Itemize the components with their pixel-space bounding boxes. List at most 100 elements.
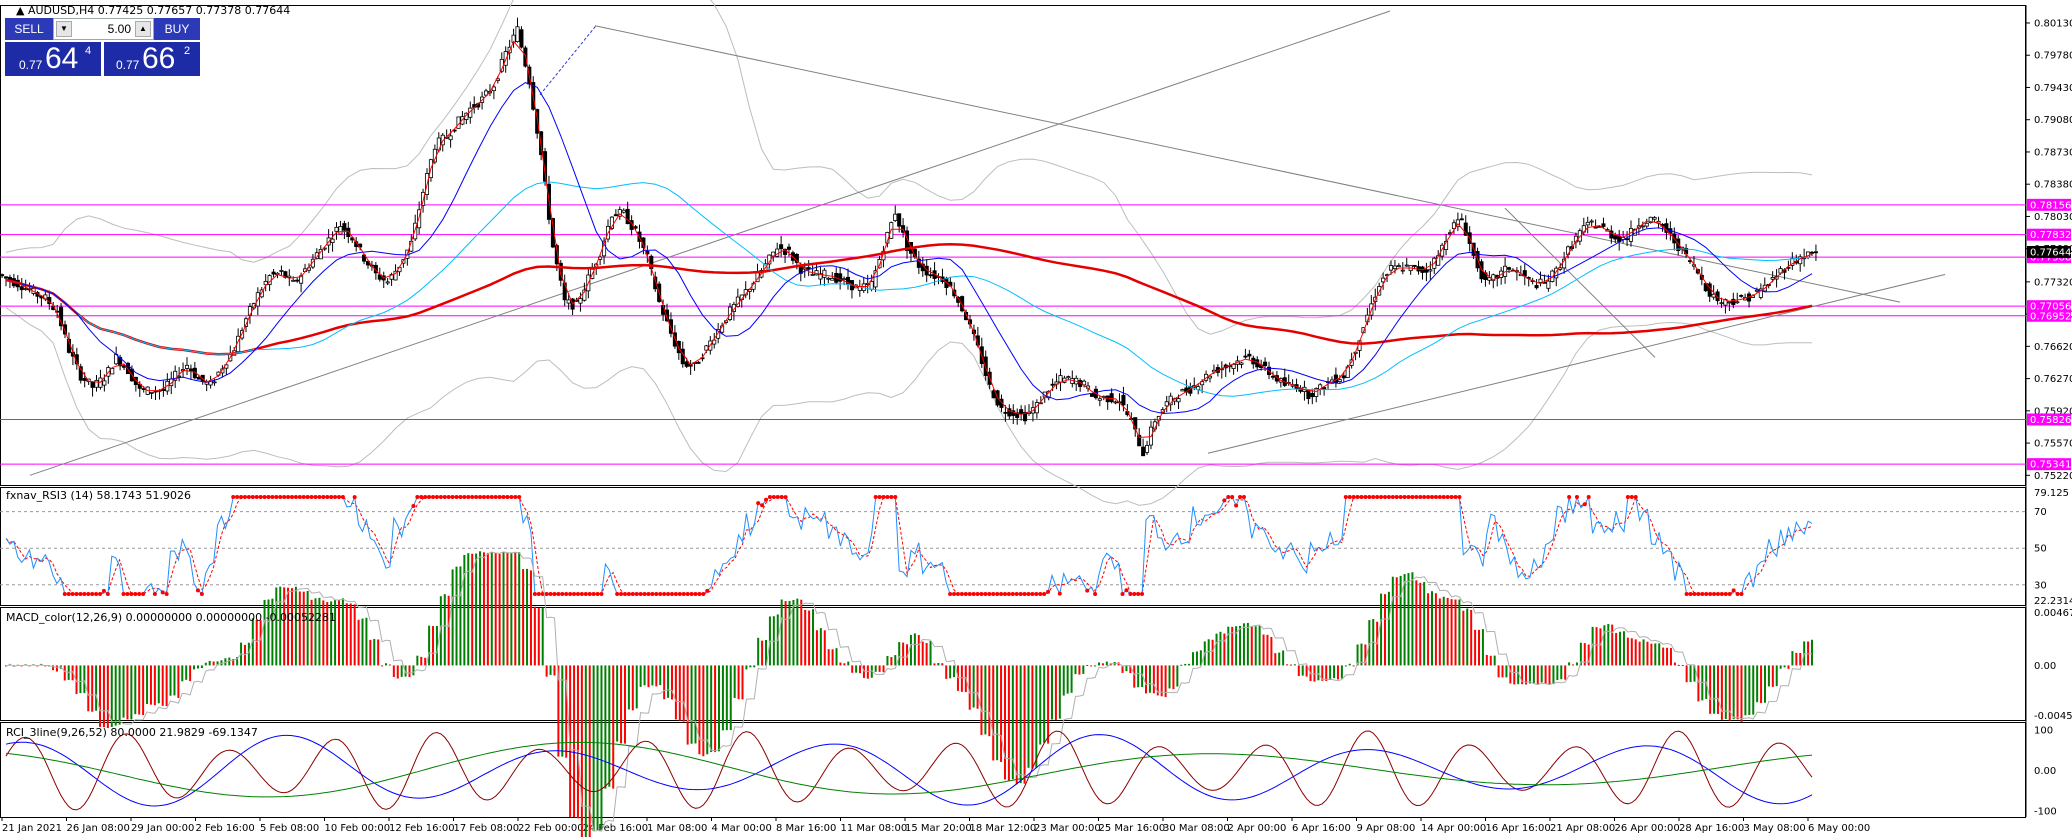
rsi-extreme-dot (1120, 591, 1125, 596)
macd-bar (1141, 665, 1144, 688)
candle-body (613, 214, 618, 217)
rsi-extreme-dot (673, 591, 678, 596)
time-axis-label: 2 Apr 00:00 (1228, 823, 1287, 834)
macd-bar (553, 665, 556, 676)
candle-body (519, 29, 524, 48)
candle-body (342, 223, 347, 231)
rsi-extreme-dot (301, 495, 306, 500)
rsi-extreme-dot (1363, 495, 1368, 500)
candle-body (1176, 398, 1181, 403)
current-price-label: 0.77644 (2030, 248, 2071, 259)
macd-bar (1720, 665, 1723, 720)
candle-body (1341, 375, 1346, 379)
rsi-extreme-dot (564, 591, 569, 596)
macd-bar (1771, 665, 1774, 687)
candle-body (566, 299, 571, 304)
macd-bar (365, 617, 368, 666)
macd-bar (1767, 665, 1770, 687)
macd-bar (1505, 665, 1508, 678)
macd-bar (522, 569, 525, 666)
candle-body (1011, 410, 1016, 416)
macd-bar (52, 665, 55, 671)
macd-bar (1575, 662, 1578, 666)
sell-button[interactable]: SELL (5, 18, 53, 40)
buy-button[interactable]: BUY (154, 18, 200, 40)
macd-bar (1787, 665, 1790, 669)
macd-bar (267, 599, 270, 666)
candle-body (1023, 412, 1028, 422)
macd-bar (330, 601, 333, 666)
macd-bar (1626, 637, 1629, 666)
macd-bar (1289, 664, 1292, 666)
macd-bar (706, 665, 709, 755)
rci-max-label: 100 (2034, 726, 2053, 737)
macd-bar (1336, 665, 1339, 680)
lots-increase-icon[interactable]: ▲ (135, 21, 151, 37)
collapse-triangle-icon[interactable]: ▲ (16, 4, 25, 17)
candle-body (956, 296, 961, 303)
rsi-extreme-dot (693, 591, 698, 596)
candle-body (653, 276, 658, 290)
macd-bar (866, 665, 869, 679)
macd-bar (424, 657, 427, 666)
rsi-extreme-dot (121, 591, 126, 596)
candle-body (362, 254, 367, 262)
candle-body (1428, 269, 1433, 272)
macd-bar (306, 590, 309, 666)
macd-bar (1434, 593, 1437, 666)
rsi-extreme-dot (470, 495, 475, 500)
rsi-extreme-dot (509, 495, 514, 500)
rsi-max-label: 79.125 (2034, 488, 2069, 499)
lots-field[interactable]: ▼ 5.00 ▲ (53, 18, 154, 40)
macd-bar (1517, 665, 1520, 685)
macd-bar (651, 665, 654, 686)
buy-price-box[interactable]: 0.77 66 2 (104, 42, 200, 76)
macd-bar (663, 665, 666, 700)
candle-body (928, 274, 933, 277)
macd-bar (1344, 665, 1347, 667)
rsi-extreme-dot (646, 591, 651, 596)
time-axis-label: 14 Apr 00:00 (1421, 823, 1486, 834)
rsi-extreme-dot (411, 503, 416, 508)
lots-input[interactable]: 5.00 (107, 22, 131, 36)
macd-bar (498, 553, 501, 666)
macd-bar (745, 665, 748, 670)
macd-bar (134, 665, 137, 715)
rsi-extreme-dot (1386, 495, 1391, 500)
macd-bar (1227, 626, 1230, 666)
rsi-extreme-dot (654, 591, 659, 596)
lots-decrease-icon[interactable]: ▼ (56, 21, 72, 37)
macd-bar (772, 616, 775, 666)
macd-bar (1415, 580, 1418, 666)
macd-bar (1579, 642, 1582, 666)
candle-body (786, 246, 792, 250)
horizontal-level-tag (2027, 309, 2071, 322)
rsi-extreme-dot (1375, 495, 1380, 500)
macd-bar (882, 665, 885, 673)
candle-body (1243, 355, 1248, 358)
macd-bar (1760, 665, 1763, 704)
rsi-extreme-dot (152, 591, 157, 596)
macd-bar (588, 665, 591, 837)
rsi-extreme-dot (1735, 591, 1740, 596)
rsi-extreme-dot (1586, 495, 1591, 500)
rsi-extreme-dot (1367, 495, 1372, 500)
macd-bar (561, 665, 564, 757)
macd-bar (1184, 663, 1187, 666)
macd-bar (1278, 652, 1281, 666)
macd-bar (694, 665, 697, 744)
macd-bar (1340, 665, 1343, 679)
rsi-extreme-dot (1574, 495, 1579, 500)
candle-body (23, 288, 28, 290)
sell-price-box[interactable]: 0.77 64 4 (5, 42, 101, 76)
macd-bar (894, 655, 897, 666)
rsi-extreme-dot (979, 591, 984, 596)
candle-body (818, 273, 823, 280)
rsi-extreme-dot (94, 591, 99, 596)
macd-bar (698, 665, 701, 755)
macd-bar (1387, 591, 1390, 666)
candle-body (1554, 267, 1559, 279)
macd-bar (1391, 576, 1394, 666)
macd-bar (255, 619, 258, 666)
